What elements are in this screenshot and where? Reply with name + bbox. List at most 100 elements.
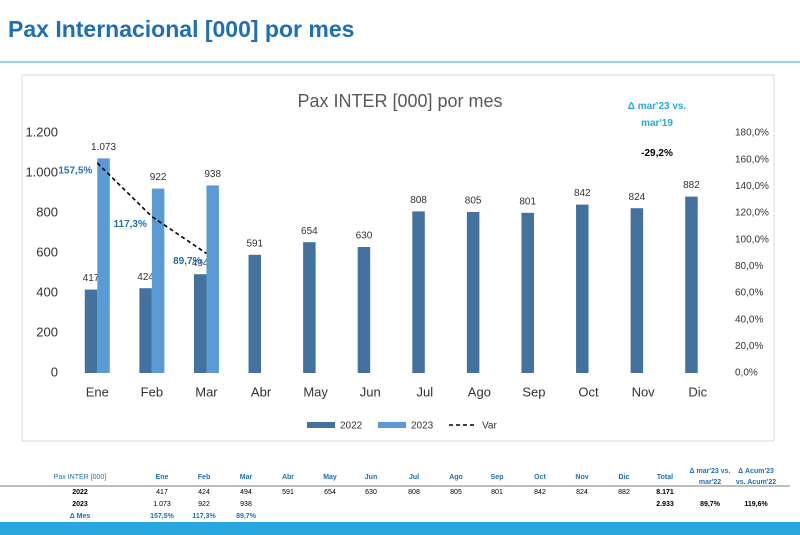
y2-tick-label: 140,0%: [735, 181, 769, 192]
x-tick-label: Dic: [688, 384, 707, 399]
x-tick-label: Sep: [522, 384, 545, 399]
bar: [84, 289, 98, 373]
bar-value-label: 591: [246, 238, 263, 249]
y-tick-label: 0: [51, 364, 58, 379]
bar: [521, 212, 534, 373]
y2-tick-label: 40,0%: [735, 314, 763, 325]
bar: [466, 212, 480, 373]
y-tick-label: 600: [36, 244, 58, 259]
bar: [151, 188, 165, 373]
table-cell: 842: [534, 489, 546, 496]
table-cell: 424: [198, 489, 210, 496]
x-tick-label: Jul: [416, 384, 433, 399]
table-cell: Feb: [197, 474, 211, 481]
bar-value-label: 801: [519, 196, 536, 207]
page-title: Pax Internacional [000] por mes: [8, 16, 355, 42]
bar-value-label: 938: [204, 169, 221, 180]
y2-tick-label: 100,0%: [735, 234, 769, 245]
table-cell: 494: [240, 489, 252, 496]
legend-label: Var: [482, 421, 497, 432]
table-cell: 630: [365, 489, 377, 496]
bar-value-label: 805: [465, 196, 482, 207]
table-cell: 591: [282, 489, 294, 496]
y-tick-label: 1.000: [25, 164, 58, 179]
y-tick-label: 1.200: [25, 124, 58, 139]
table-cell: Mar: [239, 474, 253, 481]
table-cell: 808: [408, 489, 420, 496]
annotation-value: -29,2%: [641, 148, 673, 159]
table-cell: Ene: [155, 474, 169, 481]
table-cell: Total: [656, 474, 674, 481]
bar: [576, 204, 589, 373]
bar-value-label: 417: [83, 273, 100, 284]
x-tick-label: May: [303, 384, 328, 399]
table-cell: 922: [198, 501, 210, 508]
bar-value-label: 922: [150, 172, 167, 183]
table-cell: Nov: [575, 474, 589, 481]
table-cell: Pax INTER [000]: [53, 474, 107, 481]
y2-tick-label: 80,0%: [735, 261, 763, 272]
bar: [630, 208, 644, 373]
x-tick-label: Ene: [86, 384, 109, 399]
y2-tick-label: 120,0%: [735, 208, 769, 219]
table-cell: 801: [491, 489, 503, 496]
table-cell: May: [323, 474, 337, 481]
table-cell: Δ Acum'23 vs. Acum'22: [735, 468, 777, 486]
x-tick-label: Feb: [141, 384, 163, 399]
table-cell: 2022: [72, 489, 88, 496]
legend-swatch: [307, 422, 335, 428]
legend-swatch: [378, 422, 406, 428]
bar-value-label: 824: [629, 192, 646, 203]
table-cell: 882: [618, 489, 630, 496]
table-cell: 2023: [72, 501, 88, 508]
table-cell: 117,3%: [192, 513, 216, 520]
y-tick-label: 800: [36, 204, 58, 219]
table-cell: 89,7%: [700, 501, 720, 508]
y-tick-label: 200: [36, 324, 58, 339]
footer-bar: [0, 522, 800, 535]
bar: [97, 158, 110, 373]
table-cell: 119,6%: [744, 501, 768, 508]
y2-tick-label: 0,0%: [735, 368, 758, 379]
line-value-label: 157,5%: [58, 166, 92, 177]
table-cell: Oct: [534, 474, 546, 481]
y2-tick-label: 20,0%: [735, 341, 763, 352]
bar: [357, 247, 371, 373]
y-tick-label: 400: [36, 284, 58, 299]
table-cell: 805: [450, 489, 462, 496]
table-cell: Abr: [281, 474, 295, 481]
line-value-label: 89,7%: [173, 256, 201, 267]
y2-tick-label: 180,0%: [735, 128, 769, 139]
bar-value-label: 882: [683, 180, 700, 191]
x-tick-label: Jun: [360, 384, 381, 399]
table-cell: 417: [156, 489, 168, 496]
table-cell: Jul: [408, 474, 420, 481]
table-cell: Jun: [364, 474, 378, 481]
chart-title: Pax INTER [000] por mes: [297, 91, 502, 111]
bar: [412, 211, 425, 373]
bar-value-label: 630: [356, 231, 373, 242]
table-cell: 89,7%: [236, 513, 256, 520]
table-cell: 157,5%: [150, 513, 174, 520]
bar-value-label: 494: [192, 258, 209, 269]
bar-value-label: 1.073: [91, 142, 116, 153]
bar-value-label: 808: [410, 195, 427, 206]
legend-label: 2022: [340, 421, 363, 432]
x-tick-label: Nov: [632, 384, 656, 399]
chart-frame: [21, 74, 775, 442]
table-cell: 654: [324, 489, 336, 496]
y2-tick-label: 60,0%: [735, 288, 763, 299]
bar-value-label: 842: [574, 188, 591, 199]
table-cell: 8.171: [656, 489, 674, 496]
bar-value-label: 424: [137, 272, 154, 283]
annotation-label: Δ mar'23 vs. mar'19: [627, 101, 687, 129]
x-tick-label: Oct: [578, 384, 599, 399]
x-tick-label: Abr: [251, 384, 272, 399]
bar: [248, 254, 262, 373]
table-cell: Δ Mes: [69, 513, 91, 520]
line-value-label: 117,3%: [114, 219, 147, 230]
bar: [206, 185, 219, 373]
table-cell: 2.933: [656, 501, 674, 508]
table-cell: 824: [576, 489, 588, 496]
